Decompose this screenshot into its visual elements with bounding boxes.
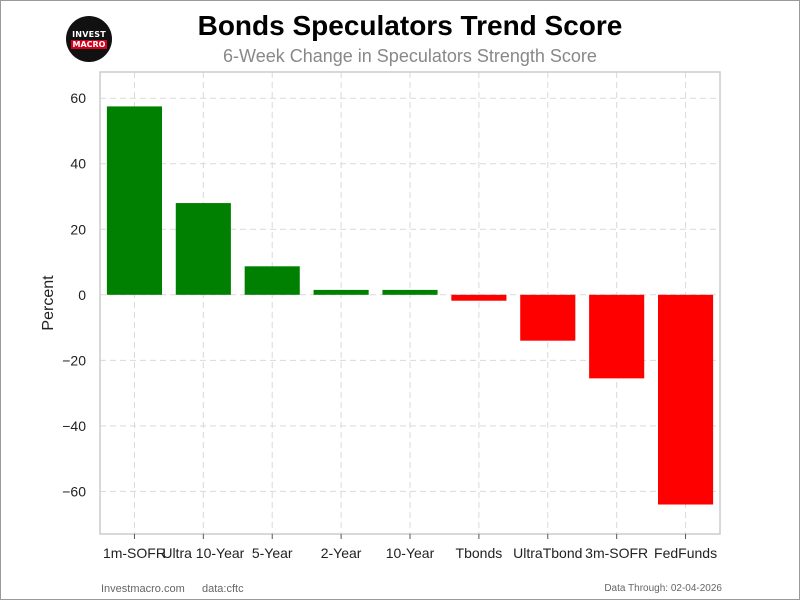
x-tick-label: 1m-SOFR [103, 545, 166, 561]
x-tick-label: FedFunds [654, 545, 717, 561]
bar-2-year [313, 289, 369, 295]
logo-text-bottom: MACRO [70, 39, 108, 49]
y-tick-label: −20 [62, 352, 86, 368]
bar-10-year [382, 289, 438, 295]
logo-text-top: INVEST [72, 29, 106, 39]
bar-ultra-10-year [175, 203, 231, 295]
bar-3m-sofr [589, 294, 645, 379]
y-tick-label: 60 [70, 90, 86, 106]
y-tick-label: −40 [62, 418, 86, 434]
bar-ultratbond [520, 294, 576, 341]
footer-data-through: Data Through: 02-04-2026 [604, 583, 722, 594]
x-tick-label: 10-Year [386, 545, 435, 561]
investmacro-logo: INVEST MACRO [66, 16, 112, 62]
x-tick-label: 3m-SOFR [585, 545, 648, 561]
y-tick-label: −60 [62, 483, 86, 499]
x-tick-label: Ultra 10-Year [162, 545, 244, 561]
x-tick-label: 2-Year [321, 545, 362, 561]
chart-subtitle: 6-Week Change in Speculators Strength Sc… [223, 46, 597, 66]
y-tick-label: 40 [70, 156, 86, 172]
bar-tbonds [451, 294, 507, 301]
chart-title: Bonds Speculators Trend Score [197, 10, 623, 41]
footer-source: Investmacro.com [101, 583, 185, 595]
bar-fedfunds [658, 294, 714, 505]
x-tick-label: 5-Year [252, 545, 293, 561]
footer-data-label: data:cftc [202, 583, 244, 595]
bar-1m-sofr [106, 106, 162, 295]
x-tick-label: Tbonds [456, 545, 503, 561]
x-tick-label: UltraTbond [513, 545, 582, 561]
y-tick-label: 0 [78, 287, 86, 303]
bar-5-year [244, 266, 300, 295]
y-tick-label: 20 [70, 221, 86, 237]
y-axis-label: Percent [40, 275, 57, 331]
